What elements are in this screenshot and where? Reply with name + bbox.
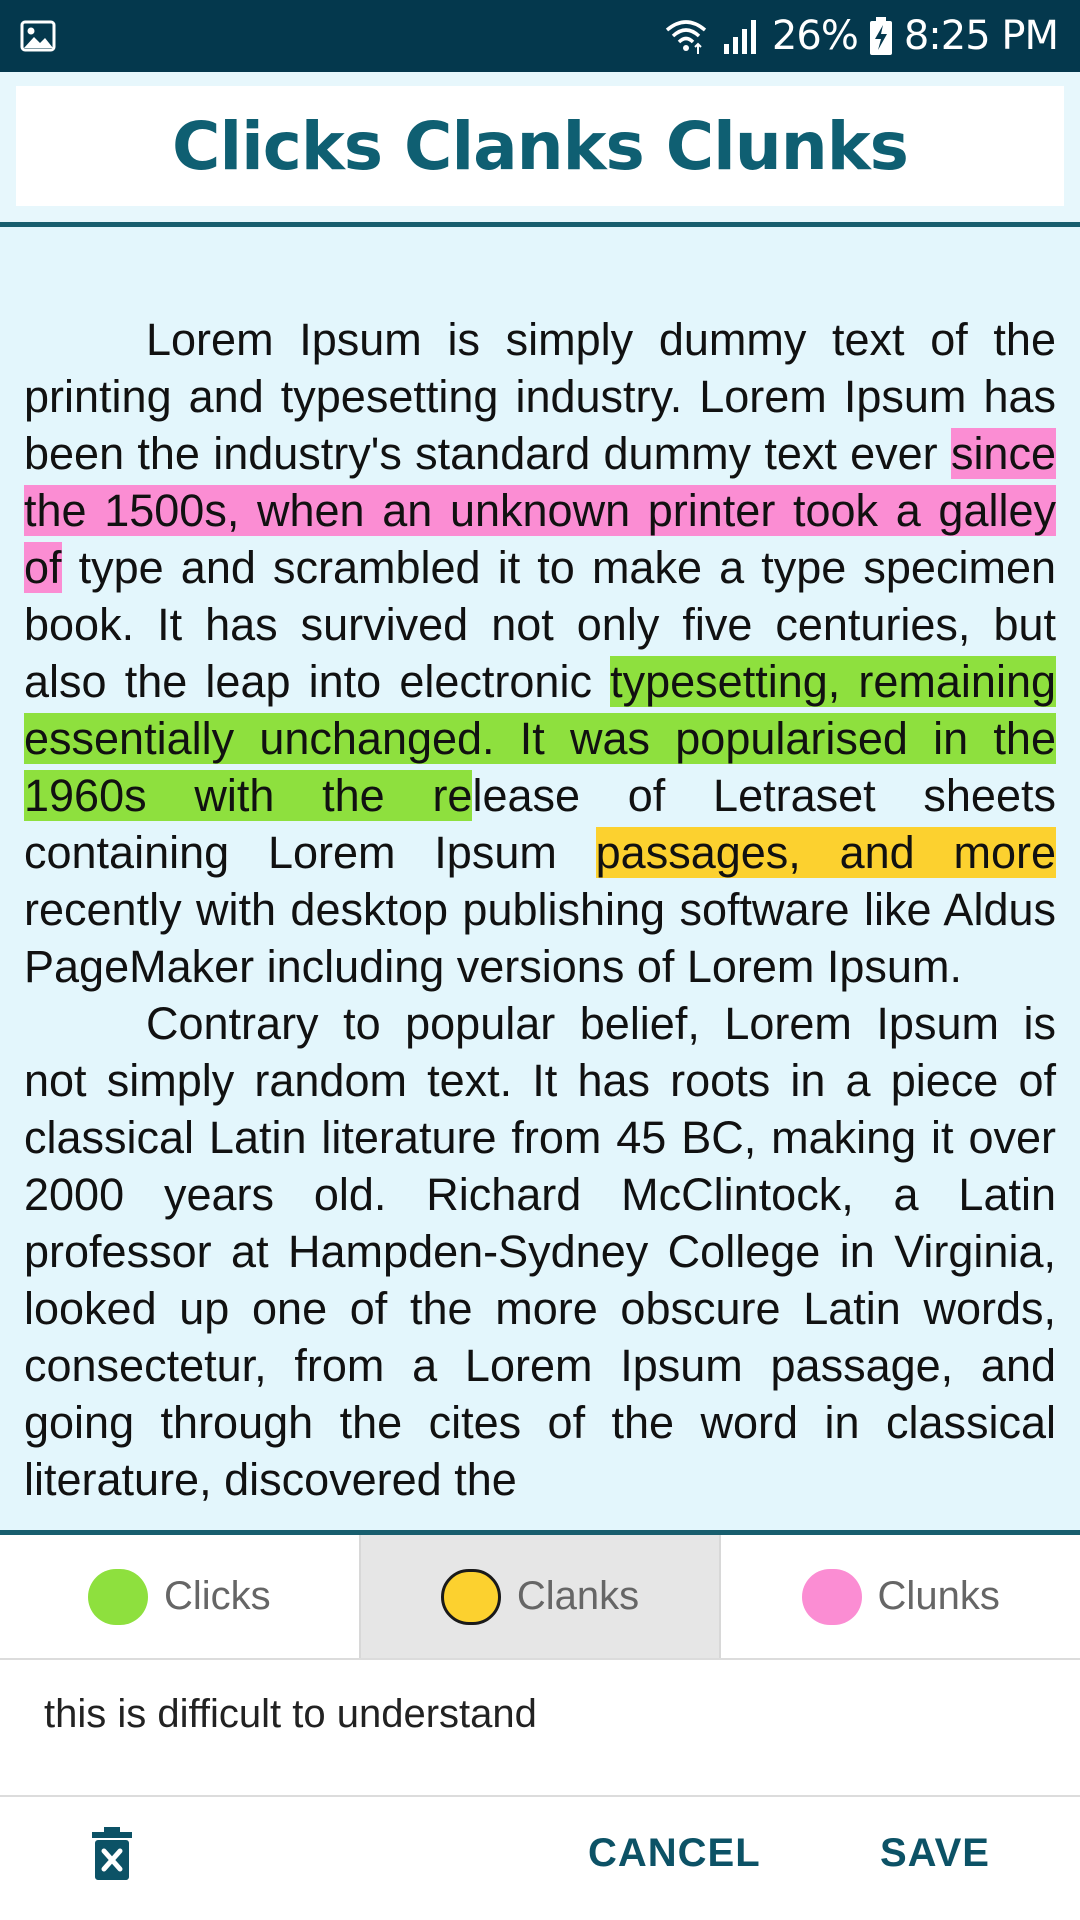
text-run: Lorem Ipsum is simply dummy text of the …	[24, 314, 1056, 479]
text-run: type and scrambled it to make a type spe…	[24, 542, 1056, 707]
clock: 8:25 PM	[903, 13, 1059, 59]
app-header: Clicks Clanks Clunks	[0, 72, 1080, 224]
image-icon	[20, 20, 56, 52]
save-button[interactable]: SAVE	[880, 1831, 990, 1875]
text-run: recently with desktop publishing softwar…	[24, 884, 1056, 992]
category-tabs: Clicks Clanks Clunks	[0, 1535, 1080, 1660]
clicks-color-dot	[88, 1568, 148, 1625]
highlight-clanks[interactable]: passages, and more	[595, 827, 1056, 878]
tab-clicks[interactable]: Clicks	[0, 1535, 359, 1658]
delete-button[interactable]	[84, 1823, 140, 1887]
header-divider	[0, 222, 1080, 227]
battery-charging-icon	[869, 17, 892, 55]
tab-label: Clunks	[877, 1574, 1000, 1618]
title-card: Clicks Clanks Clunks	[16, 86, 1064, 206]
tab-clunks[interactable]: Clunks	[719, 1535, 1080, 1658]
paragraph-2: Contrary to popular belief, Lorem Ipsum …	[24, 998, 1056, 1505]
status-icons: 26% 8:25 PM	[664, 0, 1059, 72]
text-run: lease of Letraset sheets containing Lore…	[24, 770, 1056, 878]
delete-icon	[92, 1826, 132, 1880]
comment-input[interactable]	[44, 1684, 1044, 1744]
tab-label: Clanks	[516, 1574, 640, 1618]
cancel-button[interactable]: CANCEL	[588, 1831, 761, 1875]
clunks-color-dot	[801, 1568, 862, 1625]
content-divider	[0, 1530, 1080, 1535]
status-bar: 26% 8:25 PM	[0, 0, 1080, 72]
comment-box	[0, 1662, 1080, 1797]
tab-label: Clicks	[164, 1574, 271, 1618]
tab-clanks[interactable]: Clanks	[358, 1535, 720, 1658]
paragraph-1: Lorem Ipsum is simply dummy text of the …	[24, 311, 1057, 995]
article-text[interactable]: Lorem Ipsum is simply dummy text of the …	[24, 311, 1057, 1508]
reading-area[interactable]: Lorem Ipsum is simply dummy text of the …	[0, 227, 1080, 1532]
wifi-icon	[665, 20, 707, 54]
signal-icon	[723, 20, 756, 54]
app-title: Clicks Clanks Clunks	[172, 107, 909, 185]
action-bar: CANCEL SAVE	[0, 1799, 1080, 1920]
battery-percent: 26%	[771, 13, 859, 59]
clanks-color-dot	[440, 1568, 501, 1625]
